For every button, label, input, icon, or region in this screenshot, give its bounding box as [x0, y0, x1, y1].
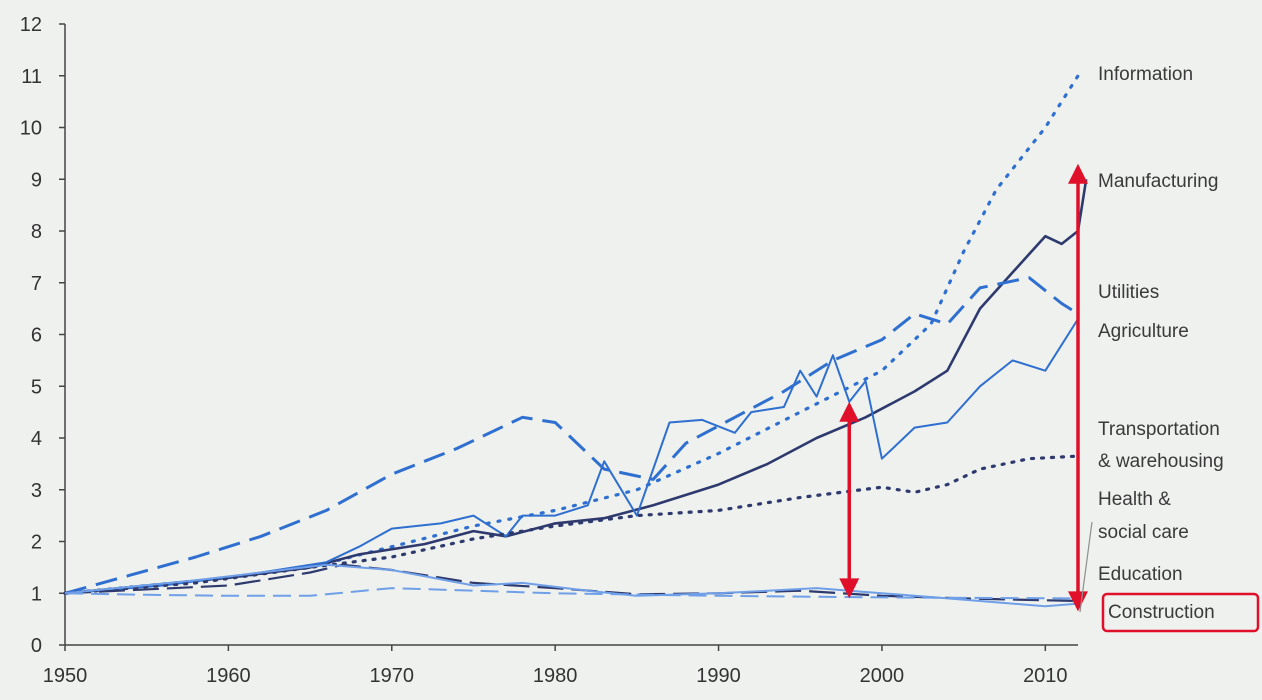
red-arrow-head-down [839, 578, 860, 599]
series-line-health-social-care [64, 563, 1079, 603]
x-tick-label: 1990 [696, 665, 741, 687]
x-tick-label: 1960 [206, 665, 251, 687]
y-tick-label: 10 [20, 118, 42, 140]
y-tick-label: 0 [31, 635, 42, 657]
y-tick-label: 8 [31, 221, 42, 243]
series-line-information [63, 74, 1080, 595]
y-tick-label: 7 [31, 273, 42, 295]
label-information: Information [1098, 64, 1193, 85]
label-manufacturing: Manufacturing [1098, 171, 1218, 192]
label-agriculture: Agriculture [1098, 321, 1189, 342]
series-line-transportation-warehousing [63, 454, 1080, 595]
y-tick-label: 1 [31, 583, 42, 605]
y-tick-label: 11 [21, 66, 42, 88]
chart-series [63, 74, 1088, 608]
red-arrow-head-up [839, 401, 860, 422]
chart-annotations [839, 163, 1088, 612]
x-tick-label: 2010 [1023, 665, 1068, 687]
construction-highlight-box [1101, 592, 1260, 633]
x-tick-label: 1980 [533, 665, 578, 687]
series-line-construction [64, 563, 1079, 608]
y-tick-label: 2 [31, 532, 42, 554]
series-line-manufacturing [64, 179, 1088, 595]
x-tick-label: 1950 [43, 665, 88, 687]
label-warehousing: & warehousing [1098, 451, 1224, 472]
label-education: Education [1098, 564, 1183, 585]
label-construction: Construction [1108, 602, 1215, 623]
label-leader-line [1079, 521, 1093, 613]
y-tick-label: 6 [31, 325, 42, 347]
y-tick-label: 4 [31, 428, 42, 450]
x-tick-label: 2000 [860, 665, 905, 687]
label-transportation: Transportation [1098, 419, 1220, 440]
series-line-education [64, 587, 1079, 600]
label-utilities: Utilities [1098, 282, 1159, 303]
y-tick-label: 3 [31, 480, 42, 502]
red-arrow-head-down [1068, 591, 1088, 612]
red-arrow-head-up [1068, 163, 1088, 184]
y-tick-label: 5 [31, 376, 42, 398]
series-line-agriculture [64, 318, 1079, 595]
x-tick-label: 1970 [370, 665, 415, 687]
y-tick-label: 12 [20, 14, 42, 36]
series-line-utilities [64, 276, 1079, 595]
y-tick-label: 9 [31, 169, 42, 191]
series-labels: Information Manufacturing Utilities Agri… [1079, 64, 1260, 633]
label-health: Health & [1098, 489, 1171, 510]
label-social-care: social care [1098, 522, 1189, 543]
